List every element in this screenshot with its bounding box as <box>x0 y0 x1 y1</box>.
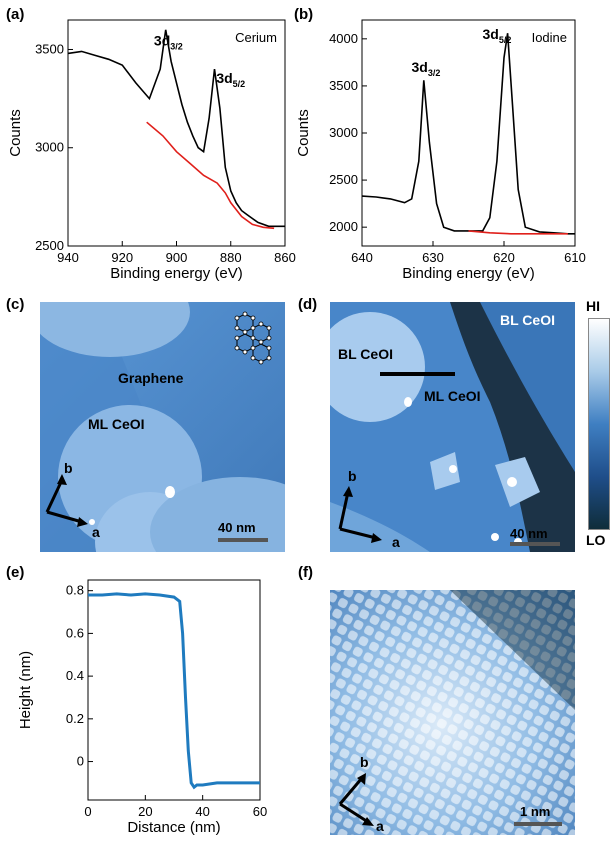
label-ml-ceoi-d: ML CeOI <box>424 388 481 404</box>
y-tick-label: 0 <box>77 754 84 769</box>
scalebar-label-c: 40 nm <box>218 520 256 535</box>
plot-frame <box>67 19 286 247</box>
x-tick-label: 860 <box>274 250 296 265</box>
scalebar-d <box>510 542 560 546</box>
graphene-lattice-icon <box>234 311 272 365</box>
chart-e-height-profile: 0 20 40 60 0 0.2 0.4 0.6 0.8 Distance (nm) Height … <box>17 579 267 836</box>
panel-label-f: (f) <box>298 564 313 581</box>
profile-line <box>380 372 455 376</box>
panel-label-a: (a) <box>6 6 25 23</box>
x-tick-label: 40 <box>195 804 209 819</box>
lattice-axes-icon-d <box>338 486 382 543</box>
peak-annotation: 3d5/2 <box>482 26 511 45</box>
y-axis-label: Counts <box>295 109 312 157</box>
stm-image-f: b a 1 nm <box>330 590 575 835</box>
chart-a-cerium-xps: 940 920 900 880 860 2500 3000 3500 Binding energ… <box>7 19 296 282</box>
stm-image-c: Graphene ML CeOI b a 40 nm <box>40 302 285 552</box>
y-tick-label: 0.2 <box>66 711 84 726</box>
panel-label-c: (c) <box>6 296 25 313</box>
series-line-0 <box>361 33 575 235</box>
x-tick-label: 0 <box>84 804 91 819</box>
y-tick-label: 3500 <box>35 41 64 56</box>
plot-frame <box>87 579 261 801</box>
x-tick-label: 940 <box>57 250 79 265</box>
peak-annotation: 3d3/2 <box>411 59 440 78</box>
y-tick-label: 0.4 <box>66 668 84 683</box>
axis-b-label-d: b <box>348 468 357 484</box>
element-annotation: Iodine <box>532 30 567 45</box>
label-ml-ceoi-c: ML CeOI <box>88 416 145 432</box>
lattice-axes-icon-c <box>45 474 88 527</box>
label-bl-ceoi-right: BL CeOI <box>500 312 555 328</box>
y-tick-label: 4000 <box>329 31 358 46</box>
x-tick-label: 880 <box>220 250 242 265</box>
axis-b-label-c: b <box>64 460 73 476</box>
series-line-1 <box>146 121 275 230</box>
x-tick-label: 20 <box>138 804 152 819</box>
x-axis-label: Binding energy (eV) <box>402 265 535 282</box>
x-tick-label: 630 <box>422 250 444 265</box>
axis-b-label-f: b <box>360 754 369 770</box>
colorbar-lo-label: LO <box>586 532 606 548</box>
y-tick-label: 2000 <box>329 219 358 234</box>
scalebar-f <box>514 822 562 826</box>
y-tick-label: 0.6 <box>66 625 84 640</box>
panel-label-d: (d) <box>298 296 318 313</box>
x-tick-label: 610 <box>564 250 586 265</box>
colorbar-hi-label: HI <box>586 298 600 314</box>
colorbar <box>588 318 610 530</box>
panel-label-b: (b) <box>294 6 314 23</box>
chart-b-iodine-xps: 640 630 620 610 2000 2500 3000 3500 4000 Binding … <box>295 19 586 282</box>
y-tick-label: 2500 <box>35 238 64 253</box>
element-annotation: Cerium <box>235 30 277 45</box>
label-graphene: Graphene <box>118 370 184 386</box>
series-line-0 <box>67 29 285 228</box>
x-tick-label: 60 <box>253 804 267 819</box>
y-tick-label: 0.8 <box>66 583 84 598</box>
x-tick-label: 900 <box>166 250 188 265</box>
y-tick-label: 3000 <box>329 125 358 140</box>
scalebar-label-d: 40 nm <box>510 526 548 541</box>
label-bl-ceoi-left: BL CeOI <box>338 346 393 362</box>
series-line-0 <box>88 592 260 790</box>
x-axis-label: Binding energy (eV) <box>110 265 243 282</box>
y-tick-label: 3000 <box>35 140 64 155</box>
x-tick-label: 620 <box>493 250 515 265</box>
y-tick-label: 2500 <box>329 172 358 187</box>
scalebar-c <box>218 538 268 542</box>
axis-a-label-c: a <box>92 524 100 540</box>
y-axis-label: Height (nm) <box>17 651 34 729</box>
peak-annotation: 3d5/2 <box>216 70 245 89</box>
stm-image-d: BL CeOI BL CeOI ML CeOI b a 40 nm <box>330 302 575 552</box>
x-axis-label: Distance (nm) <box>127 819 220 836</box>
x-tick-label: 920 <box>111 250 133 265</box>
y-axis-label: Counts <box>7 109 24 157</box>
series-line-1 <box>468 230 568 235</box>
x-tick-label: 640 <box>351 250 373 265</box>
scalebar-label-f: 1 nm <box>520 804 551 819</box>
panel-label-e: (e) <box>6 564 25 581</box>
lattice-axes-icon-f <box>338 773 374 826</box>
y-tick-label: 3500 <box>329 78 358 93</box>
plot-frame <box>361 19 576 247</box>
axis-a-label-d: a <box>392 534 400 550</box>
axis-a-label-f: a <box>376 818 384 834</box>
